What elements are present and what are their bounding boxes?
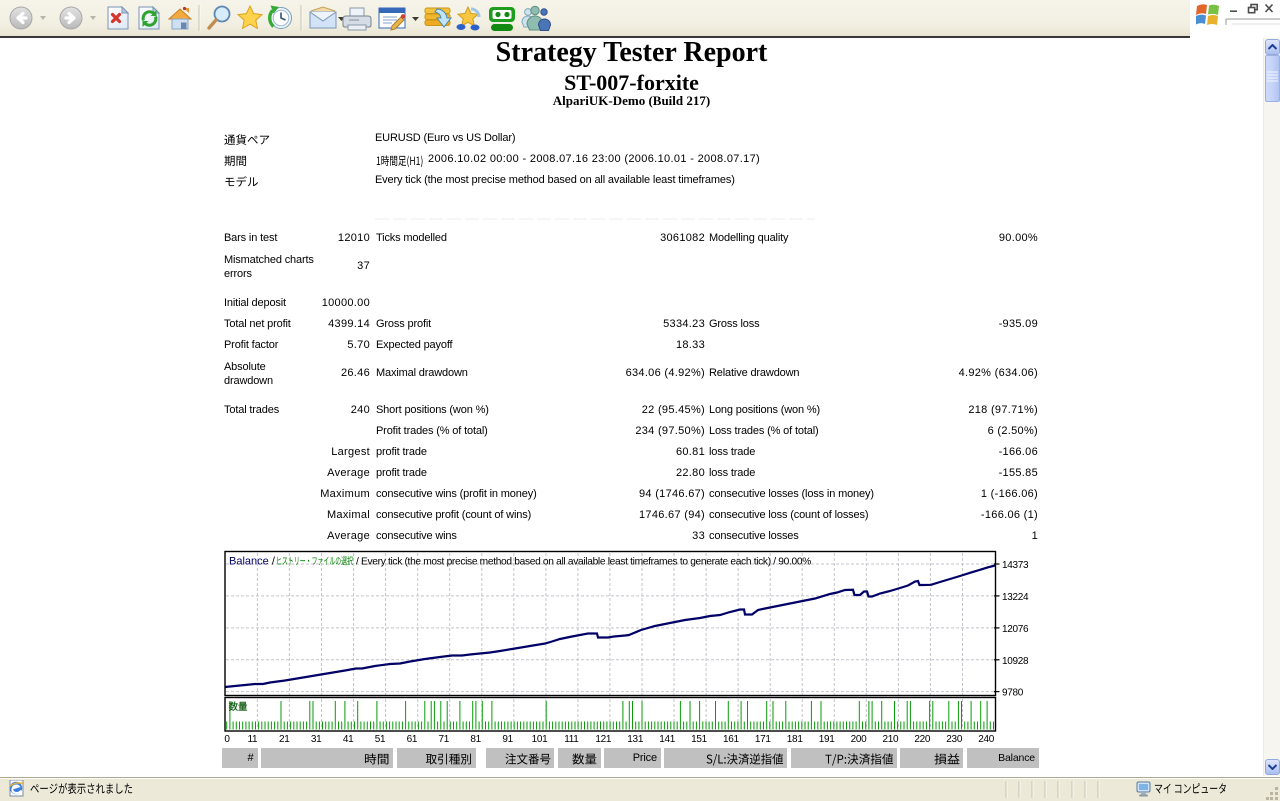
svg-text:14373: 14373 bbox=[1002, 560, 1029, 571]
svg-text:101: 101 bbox=[532, 734, 549, 745]
svg-text:171: 171 bbox=[755, 734, 772, 745]
svg-text:111: 111 bbox=[564, 734, 579, 745]
svg-text:200: 200 bbox=[851, 734, 868, 745]
svg-text:191: 191 bbox=[819, 734, 836, 745]
svg-text:21: 21 bbox=[279, 734, 290, 745]
svg-text:51: 51 bbox=[375, 734, 386, 745]
svg-text:41: 41 bbox=[343, 734, 354, 745]
svg-text:181: 181 bbox=[787, 734, 804, 745]
svg-text:0: 0 bbox=[224, 734, 230, 745]
svg-text:61: 61 bbox=[407, 734, 418, 745]
svg-text:91: 91 bbox=[502, 734, 513, 745]
svg-text:9780: 9780 bbox=[1002, 688, 1024, 699]
svg-text:11: 11 bbox=[248, 734, 259, 745]
svg-text:31: 31 bbox=[311, 734, 322, 745]
svg-text:13224: 13224 bbox=[1002, 592, 1029, 603]
svg-text:141: 141 bbox=[659, 734, 676, 745]
svg-text:220: 220 bbox=[914, 734, 931, 745]
svg-text:161: 161 bbox=[723, 734, 740, 745]
svg-text:230: 230 bbox=[946, 734, 963, 745]
svg-text:131: 131 bbox=[627, 734, 644, 745]
svg-text:/ Every tick (the most precise: / Every tick (the most precise method ba… bbox=[356, 557, 811, 568]
svg-text:Balance /: Balance / bbox=[229, 556, 276, 568]
svg-text:71: 71 bbox=[439, 734, 450, 745]
svg-text:10928: 10928 bbox=[1002, 656, 1029, 667]
svg-text:240: 240 bbox=[978, 734, 995, 745]
svg-text:121: 121 bbox=[595, 734, 612, 745]
svg-text:12076: 12076 bbox=[1002, 624, 1029, 635]
svg-text:81: 81 bbox=[470, 734, 481, 745]
svg-text:210: 210 bbox=[883, 734, 900, 745]
svg-text:151: 151 bbox=[691, 734, 708, 745]
